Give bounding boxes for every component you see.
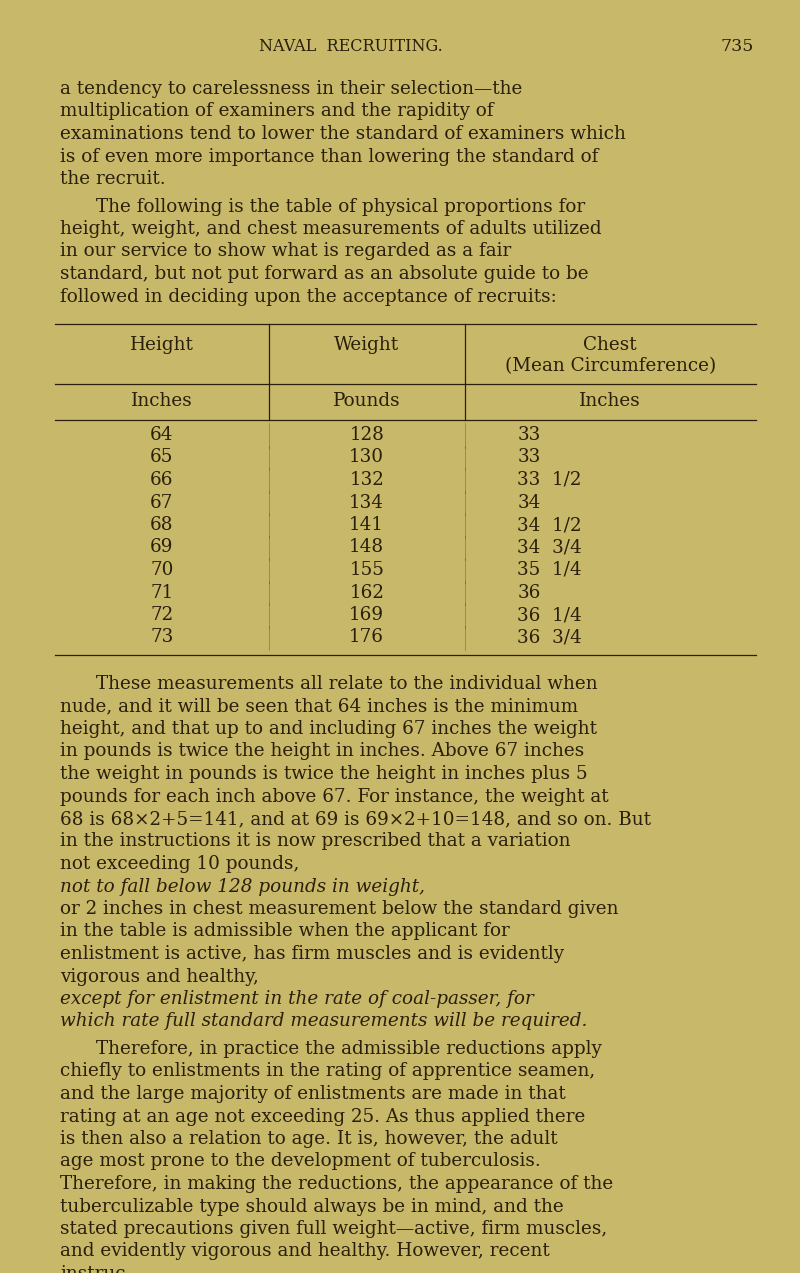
Text: in the table is admissible when the applicant for: in the table is admissible when the appl… <box>60 923 510 941</box>
Text: 68: 68 <box>150 516 174 533</box>
Text: instruc-: instruc- <box>60 1265 132 1273</box>
Text: 71: 71 <box>150 583 174 602</box>
Text: 67: 67 <box>150 494 174 512</box>
Text: and evidently vigorous and healthy. However, recent: and evidently vigorous and healthy. Howe… <box>60 1242 550 1260</box>
Text: or 2 inches in chest measurement below the standard given: or 2 inches in chest measurement below t… <box>60 900 618 918</box>
Text: 73: 73 <box>150 629 174 647</box>
Text: 132: 132 <box>350 471 384 489</box>
Text: and the large majority of enlistments are made in that: and the large majority of enlistments ar… <box>60 1085 566 1102</box>
Text: 130: 130 <box>350 448 384 466</box>
Text: 69: 69 <box>150 538 174 556</box>
Text: 33: 33 <box>517 426 541 444</box>
Text: height, weight, and chest measurements of adults utilized: height, weight, and chest measurements o… <box>60 220 602 238</box>
Text: the weight in pounds is twice the height in inches plus 5: the weight in pounds is twice the height… <box>60 765 588 783</box>
Text: 735: 735 <box>720 38 754 55</box>
Text: 148: 148 <box>350 538 384 556</box>
Text: in the instructions it is now prescribed that a variation: in the instructions it is now prescribed… <box>60 833 570 850</box>
Text: standard, but not put forward as an absolute guide to be: standard, but not put forward as an abso… <box>60 265 589 283</box>
Text: 162: 162 <box>350 583 384 602</box>
Text: 72: 72 <box>150 606 174 624</box>
Text: 33  1/2: 33 1/2 <box>517 471 582 489</box>
Text: 34: 34 <box>517 494 541 512</box>
Text: 36  1/4: 36 1/4 <box>517 606 582 624</box>
Text: tuberculizable type should always be in mind, and the: tuberculizable type should always be in … <box>60 1198 564 1216</box>
Text: which rate full standard measurements will be required.: which rate full standard measurements wi… <box>60 1012 587 1031</box>
Text: 155: 155 <box>350 561 384 579</box>
Text: Chest
(Mean Circumference): Chest (Mean Circumference) <box>505 336 716 374</box>
Text: not exceeding 10 pounds,: not exceeding 10 pounds, <box>60 855 299 873</box>
Text: Pounds: Pounds <box>333 392 401 410</box>
Text: vigorous and healthy,: vigorous and healthy, <box>60 967 259 985</box>
Text: in our service to show what is regarded as a fair: in our service to show what is regarded … <box>60 242 511 261</box>
Text: The following is the table of physical proportions for: The following is the table of physical p… <box>96 197 585 215</box>
Text: 34  3/4: 34 3/4 <box>517 538 582 556</box>
Text: 68 is 68×2+5=141, and at 69 is 69×2+10=148, and so on. But: 68 is 68×2+5=141, and at 69 is 69×2+10=1… <box>60 810 651 827</box>
Text: in pounds is twice the height in inches. Above 67 inches: in pounds is twice the height in inches.… <box>60 742 584 760</box>
Text: Weight: Weight <box>334 336 399 354</box>
Text: 128: 128 <box>350 426 384 444</box>
Text: height, and that up to and including 67 inches the weight: height, and that up to and including 67 … <box>60 721 597 738</box>
Text: 169: 169 <box>350 606 384 624</box>
Text: 70: 70 <box>150 561 174 579</box>
Text: a tendency to carelessness in their selection—the: a tendency to carelessness in their sele… <box>60 80 522 98</box>
Text: NAVAL  RECRUITING.: NAVAL RECRUITING. <box>259 38 443 55</box>
Text: 33: 33 <box>517 448 541 466</box>
Text: stated precautions given full weight—active, firm muscles,: stated precautions given full weight—act… <box>60 1220 607 1239</box>
Text: 35  1/4: 35 1/4 <box>517 561 582 579</box>
Text: 141: 141 <box>350 516 384 533</box>
Text: 64: 64 <box>150 426 174 444</box>
Text: is of even more importance than lowering the standard of: is of even more importance than lowering… <box>60 148 598 165</box>
Text: chiefly to enlistments in the rating of apprentice seamen,: chiefly to enlistments in the rating of … <box>60 1063 595 1081</box>
Text: 66: 66 <box>150 471 174 489</box>
Text: the recruit.: the recruit. <box>60 171 166 188</box>
Text: These measurements all relate to the individual when: These measurements all relate to the ind… <box>96 675 598 693</box>
Text: enlistment is active, has firm muscles and is evidently: enlistment is active, has firm muscles a… <box>60 945 564 962</box>
Text: pounds for each inch above 67. For instance, the weight at: pounds for each inch above 67. For insta… <box>60 788 609 806</box>
Text: followed in deciding upon the acceptance of recruits:: followed in deciding upon the acceptance… <box>60 288 557 306</box>
Text: 65: 65 <box>150 448 174 466</box>
Text: rating at an age not exceeding 25. As thus applied there: rating at an age not exceeding 25. As th… <box>60 1108 586 1125</box>
Text: 176: 176 <box>350 629 384 647</box>
Text: Height: Height <box>130 336 194 354</box>
Text: Inches: Inches <box>579 392 641 410</box>
Text: multiplication of examiners and the rapidity of: multiplication of examiners and the rapi… <box>60 103 494 121</box>
Text: Inches: Inches <box>131 392 193 410</box>
Text: not to fall below 128 pounds in weight,: not to fall below 128 pounds in weight, <box>60 877 425 895</box>
Text: 36  3/4: 36 3/4 <box>517 629 582 647</box>
Text: Therefore, in practice the admissible reductions apply: Therefore, in practice the admissible re… <box>96 1040 602 1058</box>
Text: except for enlistment in the rate of coal-passer, for: except for enlistment in the rate of coa… <box>60 990 534 1008</box>
Text: 36: 36 <box>517 583 541 602</box>
Text: examinations tend to lower the standard of examiners which: examinations tend to lower the standard … <box>60 125 626 143</box>
Text: nude, and it will be seen that 64 inches is the minimum: nude, and it will be seen that 64 inches… <box>60 698 578 715</box>
Text: 134: 134 <box>350 494 384 512</box>
Text: age most prone to the development of tuberculosis.: age most prone to the development of tub… <box>60 1152 541 1170</box>
Text: Therefore, in making the reductions, the appearance of the: Therefore, in making the reductions, the… <box>60 1175 614 1193</box>
Text: 34  1/2: 34 1/2 <box>517 516 582 533</box>
Text: is then also a relation to age. It is, however, the adult: is then also a relation to age. It is, h… <box>60 1130 558 1148</box>
